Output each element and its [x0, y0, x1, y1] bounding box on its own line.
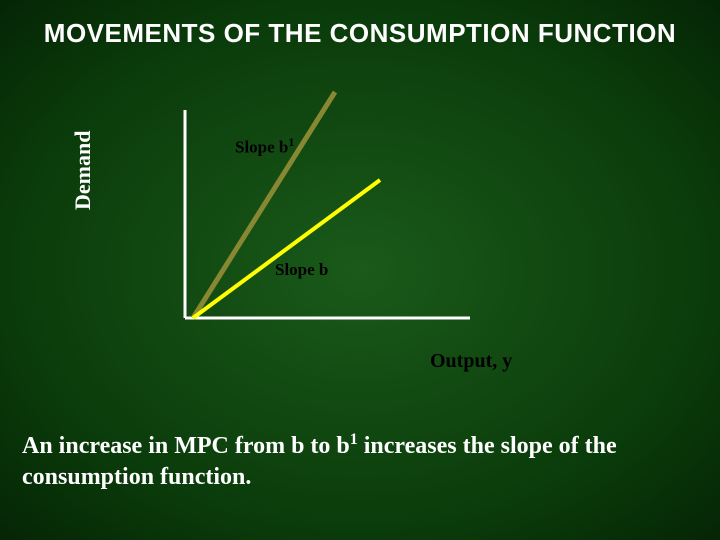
slope-b1-label: Slope b1 — [235, 135, 294, 158]
caption-text: An increase in MPC from b to b1 increase… — [22, 430, 702, 493]
consumption-chart — [0, 0, 720, 420]
x-axis-label: Output, y — [430, 350, 512, 373]
line-slope-b — [193, 180, 380, 318]
y-axis-label: Demand — [70, 131, 96, 210]
line-slope-b1 — [193, 92, 335, 318]
slope-b-label: Slope b — [275, 260, 328, 280]
